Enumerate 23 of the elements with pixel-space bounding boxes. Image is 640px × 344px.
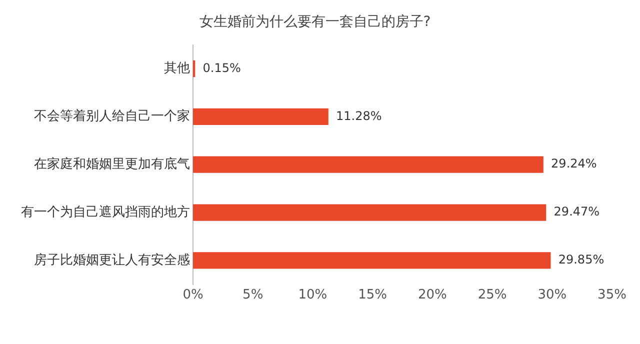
y-tick-label: 在家庭和婚姻里更加有底气 xyxy=(34,156,190,172)
bar xyxy=(193,108,328,126)
x-tick-label: 0% xyxy=(182,288,204,303)
bar xyxy=(193,252,551,269)
data-label: 29.85% xyxy=(558,252,604,267)
x-tick-label: 30% xyxy=(538,288,567,303)
x-tick-label: 35% xyxy=(598,288,626,303)
data-label: 11.28% xyxy=(336,108,382,123)
data-label: 0.15% xyxy=(202,60,241,75)
bar xyxy=(193,156,544,173)
y-tick-label: 有一个为自己遮风挡雨的地方 xyxy=(21,204,190,220)
chart-title: 女生婚前为什么要有一套自己的房子? xyxy=(199,14,431,30)
x-tick-label: 20% xyxy=(418,288,447,303)
data-label: 29.47% xyxy=(554,204,600,219)
y-tick-label: 不会等着别人给自己一个家 xyxy=(34,108,190,124)
x-tick-label: 10% xyxy=(298,288,328,303)
y-tick-label: 房子比婚姻更让人有安全感 xyxy=(34,252,190,268)
y-tick-label: 其他 xyxy=(164,61,190,76)
x-tick-label: 5% xyxy=(242,288,264,303)
x-tick-label: 25% xyxy=(478,288,507,303)
data-label: 29.24% xyxy=(551,156,597,171)
x-tick-label: 15% xyxy=(358,288,388,303)
bar xyxy=(193,204,546,221)
